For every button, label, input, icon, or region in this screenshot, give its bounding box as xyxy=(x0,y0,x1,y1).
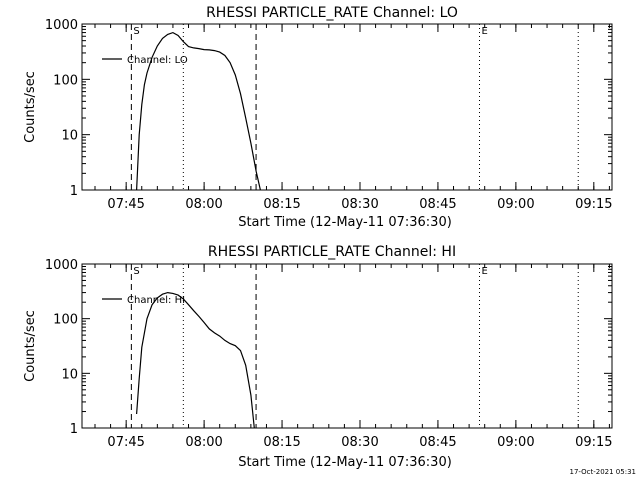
x-tick-label: 08:15 xyxy=(263,435,300,450)
y-tick-label: 1 xyxy=(70,184,78,199)
x-axis-label: Start Time (12-May-11 07:36:30) xyxy=(238,215,452,230)
annotation-label: E xyxy=(482,26,488,37)
annotation-label: S xyxy=(133,266,139,277)
panel-hi: RHESSI PARTICLE_RATE Channel: HI Counts/s… xyxy=(23,244,613,470)
y-tick-label: 100 xyxy=(53,313,78,328)
legend-label: Channel: HI xyxy=(127,295,185,306)
y-axis-label: Counts/sec xyxy=(23,310,38,382)
x-tick-label: 08:30 xyxy=(341,435,378,450)
x-tick-label: 09:15 xyxy=(575,197,612,212)
chart-title: RHESSI PARTICLE_RATE Channel: LO xyxy=(206,5,458,21)
x-tick-label: 08:30 xyxy=(341,197,378,212)
x-tick-label: 09:15 xyxy=(575,435,612,450)
series-line-0 xyxy=(136,31,261,191)
y-tick-label: 100 xyxy=(53,73,78,88)
y-tick-label: 10 xyxy=(61,367,78,382)
y-tick-label: 1000 xyxy=(45,18,78,33)
x-axis-label: Start Time (12-May-11 07:36:30) xyxy=(238,455,452,470)
x-tick-label: 08:00 xyxy=(185,435,222,450)
x-tick-label: 08:00 xyxy=(185,197,222,212)
x-tick-label: 08:45 xyxy=(419,197,456,212)
x-tick-label: 09:00 xyxy=(497,197,534,212)
plot-frame xyxy=(81,263,613,429)
x-tick-label: 09:00 xyxy=(497,435,534,450)
y-tick-label: 10 xyxy=(61,129,78,144)
x-tick-label: 08:45 xyxy=(419,435,456,450)
footer-timestamp: 17-Oct-2021 05:31 xyxy=(570,468,636,476)
legend-label: Channel: LO xyxy=(127,55,188,66)
plot-frame xyxy=(81,23,613,191)
y-tick-label: 1 xyxy=(70,422,78,437)
y-tick-label: 1000 xyxy=(45,258,78,273)
x-tick-label: 07:45 xyxy=(107,435,144,450)
annotation-label: E xyxy=(482,266,488,277)
x-tick-label: 08:15 xyxy=(263,197,300,212)
annotation-label: S xyxy=(133,26,139,37)
chart-title: RHESSI PARTICLE_RATE Channel: HI xyxy=(208,244,456,260)
series-line-0 xyxy=(136,291,255,429)
y-axis-label: Counts/sec xyxy=(23,71,38,143)
x-tick-label: 07:45 xyxy=(107,197,144,212)
panel-lo: RHESSI PARTICLE_RATE Channel: LO Counts/s… xyxy=(23,5,613,230)
